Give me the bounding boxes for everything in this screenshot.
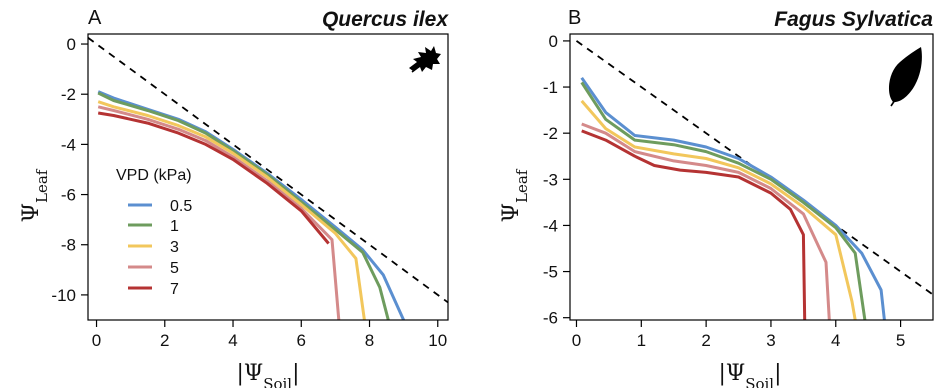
x-tick-label: 2 <box>160 331 169 350</box>
x-tick-label: 1 <box>637 331 646 350</box>
y-tick-label: 0 <box>67 35 76 54</box>
legend-entry: 1 <box>170 218 179 235</box>
x-tick-label: 8 <box>365 331 374 350</box>
panel-letter: A <box>88 7 102 29</box>
x-tick-label: 2 <box>701 331 710 350</box>
series-line-vpd-3 <box>97 100 366 320</box>
x-axis-label-prefix: |Ψ <box>718 361 745 386</box>
y-tick-label: -4 <box>61 135 76 154</box>
y-tick-label: -1 <box>543 78 558 97</box>
x-axis-label-prefix: |Ψ <box>236 361 263 386</box>
series-line-vpd-7 <box>581 129 807 320</box>
series-line-vpd-0-5 <box>580 76 886 320</box>
x-axis-label-sub: Soil <box>745 375 774 388</box>
series-line-vpd-5 <box>97 105 341 320</box>
plot-frame <box>87 33 449 321</box>
legend-title: VPD (kPa) <box>116 167 192 184</box>
x-tick-label: 0 <box>92 331 101 350</box>
y-tick-label: -8 <box>61 236 76 255</box>
y-tick-label: -6 <box>543 309 558 328</box>
plot-frame <box>569 33 934 321</box>
x-tick-label: 10 <box>428 331 447 350</box>
reference-line <box>575 40 933 296</box>
x-tick-label: 6 <box>297 331 306 350</box>
x-tick-label: 3 <box>766 331 775 350</box>
x-axis-label-sub: Soil <box>263 375 292 388</box>
legend-entry: 5 <box>170 260 179 277</box>
panel-title: Fagus Sylvatica <box>774 8 933 31</box>
reference-line <box>88 37 448 304</box>
y-axis-label-prefix: Ψ <box>499 203 524 222</box>
series-line-vpd-5 <box>581 122 831 320</box>
series-line-vpd-7 <box>97 111 330 245</box>
y-tick-label: -4 <box>543 216 558 235</box>
y-axis-label: ΨLeaf <box>499 168 531 222</box>
panel-title: Quercus ilex <box>322 8 449 31</box>
legend-entry: 7 <box>170 281 179 298</box>
y-axis-label-sub: Leaf <box>33 168 51 203</box>
y-tick-label: -2 <box>543 124 558 143</box>
panel-b: B Fagus Sylvatica ΨLeaf |ΨSoil| 0 1 2 3 4 50-… <box>499 7 934 388</box>
y-tick-label: -3 <box>543 170 558 189</box>
x-tick-label: 4 <box>228 331 237 350</box>
legend-entry: 0.5 <box>170 198 192 215</box>
y-tick-label: -10 <box>51 286 76 305</box>
x-axis-label-suffix: | <box>292 361 299 386</box>
y-axis-label: ΨLeaf <box>19 168 51 222</box>
panel-a: A Quercus ilex ΨLeaf |ΨSoil| VPD (kPa) 0… <box>19 7 449 388</box>
series-line-vpd-3 <box>580 99 857 320</box>
y-tick-label: 0 <box>549 32 558 51</box>
x-tick-label: 5 <box>896 331 905 350</box>
oak-leaf-icon <box>409 46 441 73</box>
series-line-vpd-1 <box>580 81 867 320</box>
panel-letter: B <box>568 7 581 29</box>
y-tick-label: -5 <box>543 263 558 282</box>
y-axis-label-sub: Leaf <box>513 168 531 203</box>
series-line-vpd-1 <box>97 91 390 320</box>
legend: VPD (kPa) 0.5 1 3 5 7 <box>116 167 192 298</box>
x-axis-label: |ΨSoil| <box>236 361 299 388</box>
y-tick-label: -6 <box>61 186 76 205</box>
x-axis-label: |ΨSoil| <box>718 361 781 388</box>
beech-leaf-icon <box>888 47 922 107</box>
x-tick-label: 0 <box>572 331 581 350</box>
x-axis-label-suffix: | <box>774 361 781 386</box>
legend-entry: 3 <box>170 239 179 256</box>
x-tick-label: 4 <box>831 331 840 350</box>
y-axis-label-prefix: Ψ <box>19 203 44 222</box>
y-tick-label: -2 <box>61 85 76 104</box>
